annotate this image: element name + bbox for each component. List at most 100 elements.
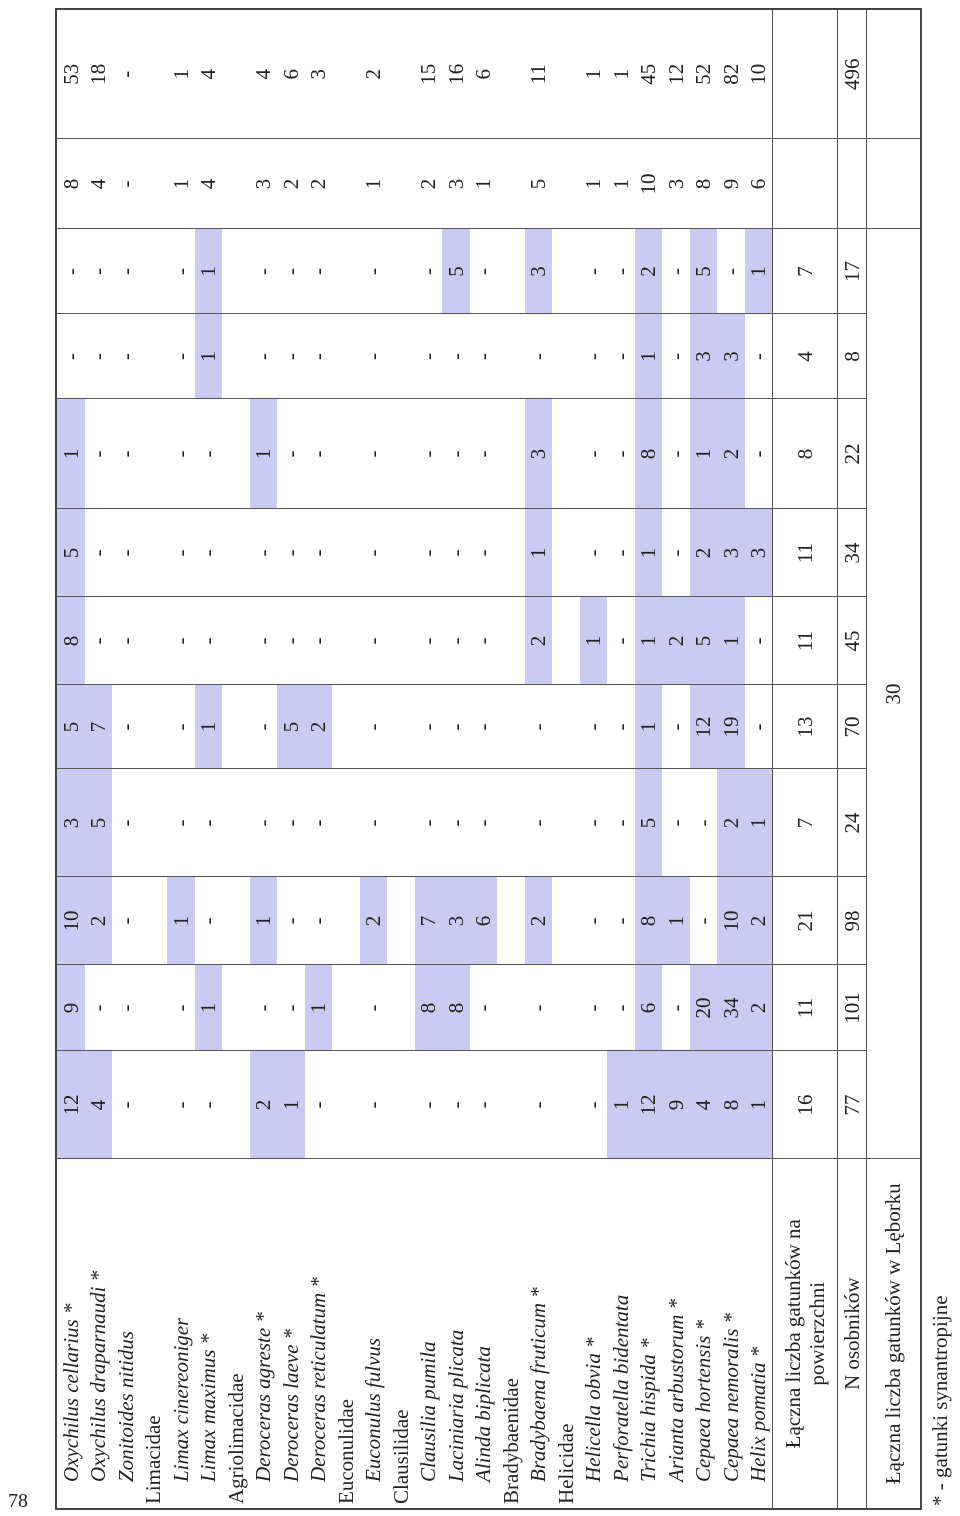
count-cell: 8 (634, 399, 662, 509)
count-cell: 1 (167, 877, 195, 965)
species-name: Trichia hispida * (634, 1159, 662, 1509)
empty-cell (552, 139, 580, 229)
count-cell: 1 (634, 597, 662, 685)
table-row: Deroceras reticulatum * -1- -2- - - - -2 3 (304, 9, 332, 1509)
empty-cell (139, 685, 167, 769)
empty-cell (332, 769, 360, 877)
count-cell: 1 (167, 9, 195, 139)
empty-cell (222, 399, 250, 509)
count-cell: 9 (662, 1051, 690, 1159)
count-cell: 53 (56, 9, 85, 139)
empty-cell (139, 877, 167, 965)
empty-cell (552, 1051, 580, 1159)
empty-cell (139, 139, 167, 229)
empty-cell (497, 229, 525, 314)
total-cell: 496 (837, 9, 866, 139)
count-cell: - (469, 965, 497, 1051)
count-cell: 2 (689, 509, 717, 597)
count-cell: 10 (744, 9, 773, 139)
count-cell: - (359, 509, 387, 597)
family-name: Euconulidae (332, 1159, 360, 1509)
empty-cell (332, 877, 360, 965)
count-cell: - (579, 399, 607, 509)
count-cell: 4 (84, 139, 112, 229)
count-cell: - (249, 229, 277, 314)
count-cell: - (662, 509, 690, 597)
total-label: N osobników (837, 1159, 866, 1509)
total-cell: 16 (772, 1051, 838, 1159)
table-row: Euconulus fulvus - -2- - - - - - -1 2 (359, 9, 387, 1509)
count-cell: 1 (249, 877, 277, 965)
count-cell: - (469, 399, 497, 509)
count-cell: 6 (634, 965, 662, 1051)
table-row: Bradybaena fruticum * - -2- -2 1 3-3 5 11 (524, 9, 552, 1509)
count-cell: - (277, 877, 305, 965)
count-cell: 5 (524, 139, 552, 229)
table-row: Helix pomatia * 1 2 2 1- -3- -1 6 10 (744, 9, 773, 1509)
empty-cell (552, 509, 580, 597)
count-cell: 2 (524, 597, 552, 685)
total-cell: 22 (837, 399, 866, 509)
count-cell: 1 (579, 139, 607, 229)
empty-cell (387, 685, 415, 769)
count-cell: - (359, 399, 387, 509)
empty-cell (139, 229, 167, 314)
count-cell: - (607, 877, 635, 965)
count-cell: - (662, 314, 690, 399)
count-cell: - (249, 597, 277, 685)
species-table: Oxychilus cellarius * 12 9 10 3 5 8 5 1- -8 53 Oxyc… (55, 8, 922, 1510)
empty-cell (387, 314, 415, 399)
table-row: Zonitoides nitidus - - - - - - - - - - - - (112, 9, 140, 1509)
count-cell: - (579, 229, 607, 314)
count-cell: - (277, 314, 305, 399)
count-cell: - (304, 1051, 332, 1159)
species-name: Helix pomatia * (744, 1159, 773, 1509)
count-cell: - (414, 769, 442, 877)
count-cell: - (689, 877, 717, 965)
total-cell: 7 (772, 769, 838, 877)
count-cell: 45 (634, 9, 662, 139)
count-cell: 1 (689, 399, 717, 509)
empty-cell (222, 314, 250, 399)
table-row: Euconulidae (332, 9, 360, 1509)
count-cell: - (194, 877, 222, 965)
overall-label: Łączna liczba gatunków w Lęborku (866, 1159, 921, 1509)
count-cell: 12 (56, 1051, 85, 1159)
count-cell: 1 (194, 314, 222, 399)
count-cell: - (359, 1051, 387, 1159)
total-cell: 17 (837, 229, 866, 314)
count-cell: - (442, 685, 470, 769)
family-name: Limacidae (139, 1159, 167, 1509)
count-cell: - (607, 769, 635, 877)
count-cell: - (112, 597, 140, 685)
total-cell: 34 (837, 509, 866, 597)
count-cell: 2 (84, 877, 112, 965)
count-cell: 6 (277, 9, 305, 139)
count-cell: 2 (359, 9, 387, 139)
count-cell: 3 (717, 509, 745, 597)
count-cell: 3 (442, 139, 470, 229)
overall-row: Łączna liczba gatunków w Lęborku 30 (866, 9, 921, 1509)
count-cell: - (84, 229, 112, 314)
empty-cell (552, 399, 580, 509)
species-name: Clausilia pumila (414, 1159, 442, 1509)
count-cell: - (469, 597, 497, 685)
empty-cell (139, 1051, 167, 1159)
count-cell: 3 (744, 509, 773, 597)
count-cell: - (469, 1051, 497, 1159)
empty-cell (552, 229, 580, 314)
count-cell: 1 (634, 509, 662, 597)
table-row: Arianta arbustorum * 9-1- -2- - - -3 12 (662, 9, 690, 1509)
count-cell: - (524, 1051, 552, 1159)
count-cell: 5 (84, 769, 112, 877)
empty-cell (332, 965, 360, 1051)
empty-cell (222, 965, 250, 1051)
count-cell: 4 (194, 139, 222, 229)
table-row: Deroceras laeve * 1- - -5- - - - -2 6 (277, 9, 305, 1509)
count-cell: 2 (662, 597, 690, 685)
table-row: Limacidae (139, 9, 167, 1509)
species-name: Alinda biplicata (469, 1159, 497, 1509)
count-cell: 4 (84, 1051, 112, 1159)
count-cell: - (469, 685, 497, 769)
count-cell: - (442, 509, 470, 597)
